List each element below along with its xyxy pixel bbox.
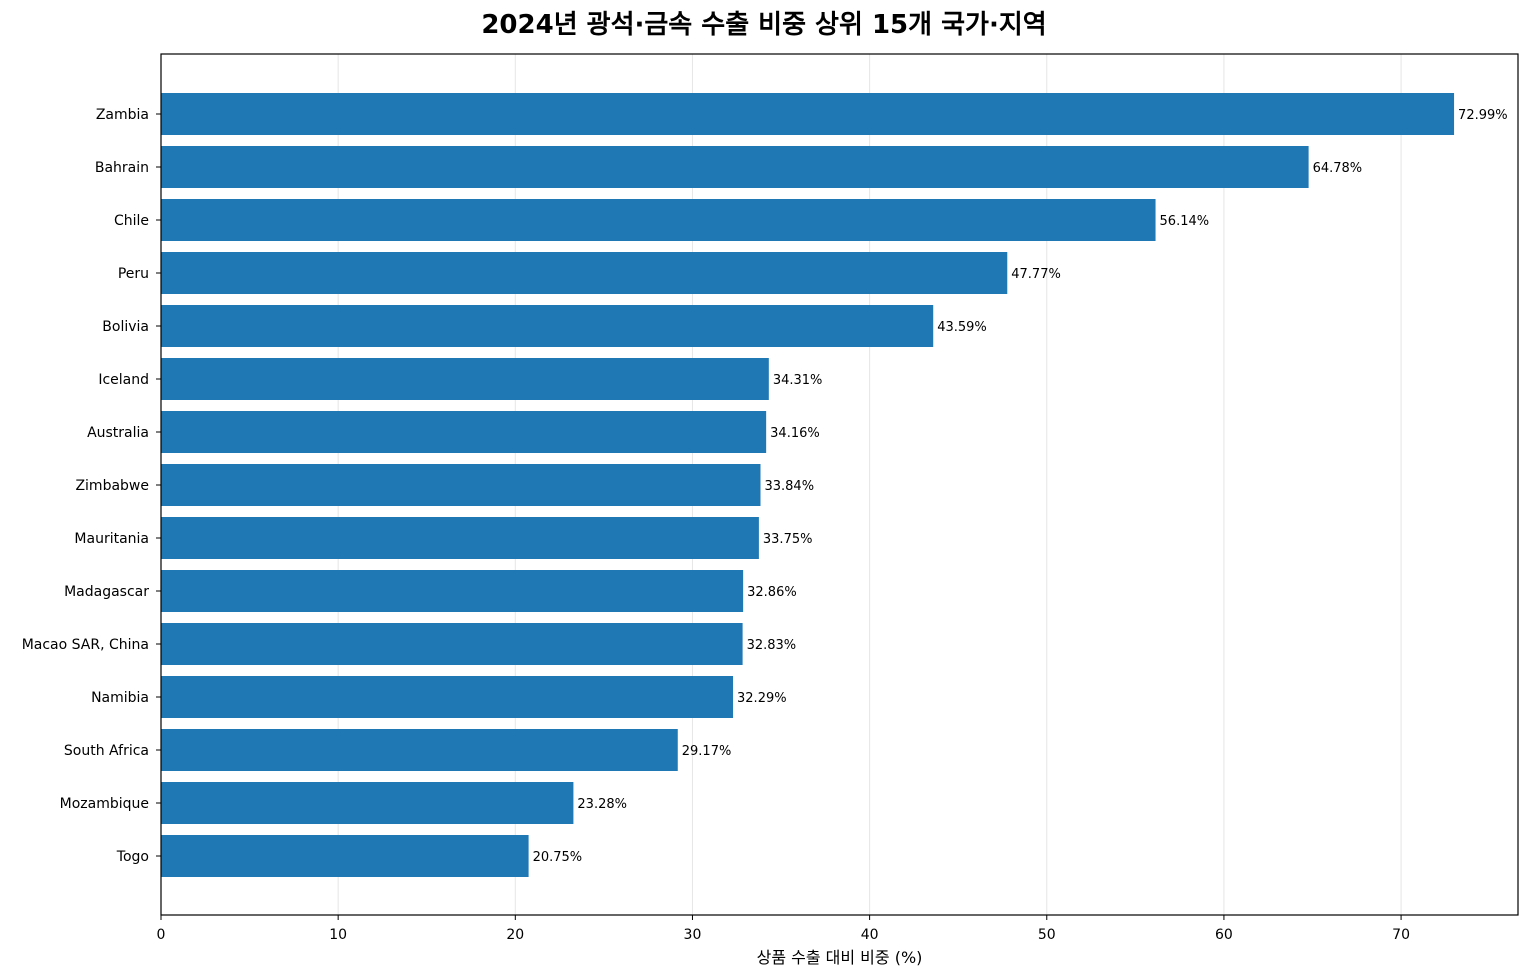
y-tick-label: South Africa <box>64 743 149 759</box>
bar <box>161 411 767 453</box>
y-tick-label: Bolivia <box>102 319 149 335</box>
bar <box>161 570 744 612</box>
data-label: 20.75% <box>533 850 583 865</box>
data-label: 34.31% <box>773 373 823 388</box>
bars <box>161 93 1455 877</box>
y-tick-label: Zambia <box>96 107 149 123</box>
bar <box>161 729 678 771</box>
x-tick-label: 70 <box>1392 927 1410 943</box>
data-labels: 72.99% 64.78% 56.14% 47.77% 43.59% 34.31% 34.1… <box>533 108 1508 865</box>
bar <box>161 358 769 400</box>
x-tick-label: 40 <box>861 927 879 943</box>
data-label: 29.17% <box>682 744 732 759</box>
y-tick-label: Togo <box>116 849 149 865</box>
y-tick-label: Madagascar <box>64 584 149 600</box>
y-tick-label: Zimbabwe <box>75 478 149 494</box>
data-label: 43.59% <box>937 320 987 335</box>
bar <box>161 623 743 665</box>
y-tick-label: Mozambique <box>60 796 149 812</box>
data-label: 32.86% <box>747 585 797 600</box>
bar <box>161 464 761 506</box>
bar <box>161 305 934 347</box>
bar <box>161 676 734 718</box>
y-tick-label: Australia <box>87 425 149 441</box>
x-tick-label: 30 <box>684 927 702 943</box>
bar <box>161 146 1309 188</box>
y-tick-label: Macao SAR, China <box>22 637 149 653</box>
y-tick-label: Chile <box>114 213 149 229</box>
bar <box>161 835 529 877</box>
y-tick-label: Namibia <box>91 690 149 706</box>
y-axis-ticks: Zambia Bahrain Chile Peru Bolivia Iceland Aust… <box>22 107 161 865</box>
data-label: 34.16% <box>770 426 820 441</box>
data-label: 72.99% <box>1458 108 1508 123</box>
bar <box>161 93 1455 135</box>
data-label: 33.75% <box>763 532 813 547</box>
bar <box>161 199 1156 241</box>
bar <box>161 517 759 559</box>
data-label: 32.29% <box>737 691 787 706</box>
y-tick-label: Peru <box>118 266 149 282</box>
x-tick-label: 10 <box>329 927 347 943</box>
x-axis-ticks: 0 10 20 30 40 50 60 70 <box>157 915 1410 943</box>
data-label: 56.14% <box>1160 214 1210 229</box>
x-tick-label: 0 <box>157 927 166 943</box>
y-tick-label: Iceland <box>98 372 149 388</box>
x-tick-label: 50 <box>1038 927 1056 943</box>
x-tick-label: 20 <box>506 927 524 943</box>
y-tick-label: Bahrain <box>95 160 149 176</box>
data-label: 47.77% <box>1011 267 1061 282</box>
data-label: 64.78% <box>1313 161 1363 176</box>
x-axis-label: 상품 수출 대비 비중 (%) <box>757 948 923 967</box>
data-label: 32.83% <box>747 638 797 653</box>
bar <box>161 782 574 824</box>
data-label: 23.28% <box>577 797 627 812</box>
x-tick-label: 60 <box>1215 927 1233 943</box>
y-tick-label: Mauritania <box>74 531 149 547</box>
data-label: 33.84% <box>764 479 814 494</box>
chart-title: 2024년 광석·금속 수출 비중 상위 15개 국가·지역 <box>481 10 1047 40</box>
bar <box>161 252 1008 294</box>
